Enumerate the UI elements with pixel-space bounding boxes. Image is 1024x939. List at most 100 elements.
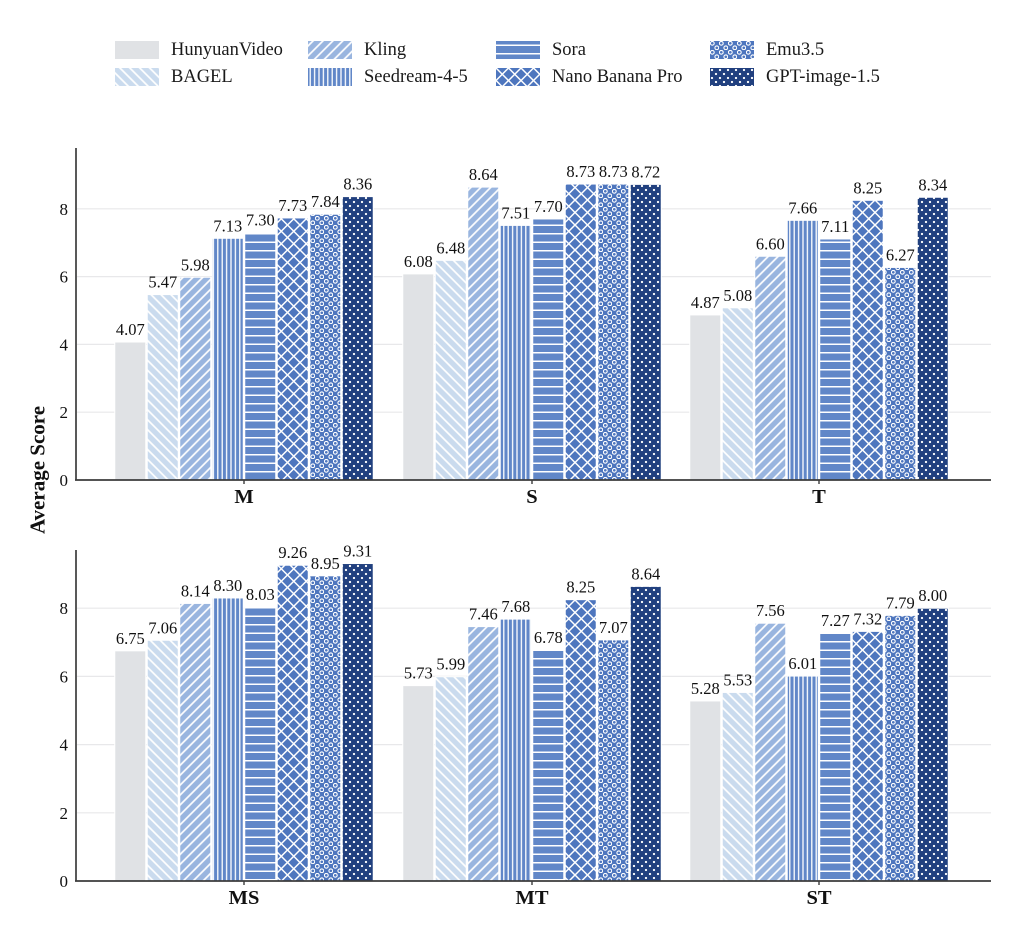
bar-emu3-5-s bbox=[597, 183, 630, 481]
y-tick-label: 6 bbox=[60, 268, 69, 287]
bar-hunyuanvideo-st bbox=[689, 700, 722, 882]
bar-sora-mt bbox=[532, 649, 565, 882]
bar-value-label: 6.60 bbox=[756, 234, 785, 253]
bar-bagel-m bbox=[146, 294, 179, 481]
bar-value-label: 7.84 bbox=[311, 192, 340, 211]
bar-value-label: 8.34 bbox=[918, 175, 947, 194]
bar-value-label: 6.27 bbox=[886, 245, 915, 264]
y-tick-label: 2 bbox=[60, 804, 69, 823]
bar-sora-st bbox=[819, 632, 852, 882]
bar-hunyuanvideo-m bbox=[114, 341, 147, 481]
bar-value-label: 7.73 bbox=[278, 196, 307, 215]
legend-swatch-horizontal-lines-icon bbox=[496, 41, 540, 59]
bar-value-label: 8.72 bbox=[631, 162, 660, 181]
bar-value-label: 4.87 bbox=[691, 293, 720, 312]
bar-value-label: 8.25 bbox=[566, 578, 595, 597]
bar-value-label: 7.68 bbox=[501, 597, 530, 616]
bar-value-label: 5.08 bbox=[723, 286, 752, 305]
legend-entry-bagel: BAGEL bbox=[115, 68, 233, 86]
bar-bagel-s bbox=[434, 259, 467, 481]
legend-swatch-cross-diagonal-icon bbox=[496, 68, 540, 86]
bar-value-label: 7.56 bbox=[756, 601, 785, 620]
y-axis-title: Average Score bbox=[25, 405, 50, 535]
bar-value-label: 8.73 bbox=[599, 162, 628, 181]
bar-kling-ms bbox=[179, 602, 212, 882]
bar-kling-st bbox=[754, 622, 787, 882]
bar-nano-banana-pro-mt bbox=[564, 599, 597, 882]
bar-gpt-image-1-5-st bbox=[916, 607, 949, 882]
bar-kling-t bbox=[754, 255, 787, 481]
legend-entry-kling: Kling bbox=[308, 41, 406, 59]
bar-emu3-5-m bbox=[309, 213, 342, 481]
y-tick-label: 2 bbox=[60, 403, 69, 422]
legend-label: BAGEL bbox=[171, 67, 233, 87]
bar-gpt-image-1-5-m bbox=[341, 196, 374, 481]
y-tick-label: 8 bbox=[60, 599, 69, 618]
legend-entry-seedream-4-5: Seedream-4-5 bbox=[308, 68, 468, 86]
y-tick-label: 0 bbox=[60, 471, 69, 490]
bar-value-label: 7.79 bbox=[886, 593, 915, 612]
bar-value-label: 7.66 bbox=[788, 198, 817, 217]
bar-sora-ms bbox=[244, 606, 277, 882]
bar-seedream-4-5-m bbox=[211, 237, 244, 481]
bar-value-label: 7.07 bbox=[599, 618, 628, 637]
category-label: T bbox=[812, 486, 826, 508]
bar-seedream-4-5-t bbox=[786, 219, 819, 481]
bar-value-label: 8.95 bbox=[311, 554, 340, 573]
bar-hunyuanvideo-ms bbox=[114, 650, 147, 882]
bar-emu3-5-t bbox=[884, 266, 917, 481]
bar-value-label: 5.73 bbox=[404, 664, 433, 683]
bar-value-label: 8.30 bbox=[213, 576, 242, 595]
y-tick-label: 6 bbox=[60, 667, 69, 686]
bar-seedream-4-5-s bbox=[499, 224, 532, 481]
bar-kling-s bbox=[467, 186, 500, 481]
bar-value-label: 7.06 bbox=[148, 618, 177, 637]
bar-value-label: 7.30 bbox=[246, 211, 275, 230]
legend-entry-hunyuanvideo: HunyuanVideo bbox=[115, 41, 283, 59]
bar-value-label: 7.27 bbox=[821, 611, 850, 630]
bar-value-label: 7.13 bbox=[213, 216, 242, 235]
bar-value-label: 7.32 bbox=[853, 609, 882, 628]
bar-emu3-5-mt bbox=[597, 639, 630, 882]
category-label: ST bbox=[806, 887, 831, 909]
bar-value-label: 9.31 bbox=[343, 542, 372, 561]
bar-gpt-image-1-5-mt bbox=[629, 585, 662, 882]
legend-swatch-solid-icon bbox=[115, 41, 159, 59]
bar-value-label: 8.73 bbox=[566, 162, 595, 181]
bar-seedream-4-5-mt bbox=[499, 618, 532, 882]
y-tick-label: 0 bbox=[60, 872, 69, 891]
bar-gpt-image-1-5-s bbox=[629, 183, 662, 481]
legend-label: Kling bbox=[364, 40, 407, 60]
bar-value-label: 8.64 bbox=[631, 564, 660, 583]
legend-swatch-diagonal-forward-icon bbox=[115, 68, 159, 86]
bar-nano-banana-pro-ms bbox=[276, 564, 309, 882]
bar-value-label: 7.46 bbox=[469, 605, 498, 624]
bar-kling-mt bbox=[467, 626, 500, 882]
bar-sora-s bbox=[532, 218, 565, 481]
legend-swatch-rings-icon bbox=[710, 41, 754, 59]
bar-seedream-4-5-ms bbox=[211, 597, 244, 882]
category-label: MS bbox=[229, 887, 260, 909]
bar-bagel-st bbox=[721, 691, 754, 882]
bar-value-label: 4.07 bbox=[116, 320, 145, 339]
bar-sora-t bbox=[819, 238, 852, 481]
legend-entry-nano-banana-pro: Nano Banana Pro bbox=[496, 68, 683, 86]
bar-value-label: 7.70 bbox=[534, 197, 563, 216]
bar-value-label: 7.51 bbox=[501, 203, 530, 222]
bar-value-label: 8.00 bbox=[918, 586, 947, 605]
legend-label: Sora bbox=[552, 40, 586, 60]
legend-entry-gpt-image-1-5: GPT-image-1.5 bbox=[710, 68, 880, 86]
bar-value-label: 5.99 bbox=[436, 655, 465, 674]
bar-value-label: 5.98 bbox=[181, 255, 210, 274]
bar-value-label: 6.48 bbox=[436, 238, 465, 257]
y-tick-label: 8 bbox=[60, 200, 69, 219]
bar-value-label: 6.08 bbox=[404, 252, 433, 271]
bar-nano-banana-pro-st bbox=[851, 630, 884, 882]
legend-entry-sora: Sora bbox=[496, 41, 586, 59]
category-label: MT bbox=[515, 887, 548, 909]
y-tick-label: 4 bbox=[60, 736, 69, 755]
bar-value-label: 8.14 bbox=[181, 581, 210, 600]
bar-value-label: 6.75 bbox=[116, 629, 145, 648]
category-label: S bbox=[526, 486, 537, 508]
legend-label: HunyuanVideo bbox=[171, 40, 283, 60]
